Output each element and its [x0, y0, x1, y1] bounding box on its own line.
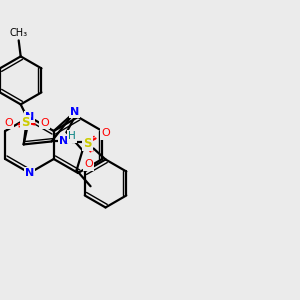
Text: S: S	[21, 116, 30, 129]
Text: S: S	[83, 137, 92, 150]
Text: O: O	[40, 118, 49, 128]
Text: N: N	[25, 112, 34, 122]
Text: CH₃: CH₃	[10, 28, 28, 38]
Text: N: N	[70, 107, 79, 117]
Text: N: N	[59, 136, 68, 146]
Text: O: O	[4, 118, 13, 128]
Text: O: O	[84, 160, 93, 170]
Text: H: H	[68, 131, 75, 142]
Text: O: O	[101, 128, 110, 139]
Text: N: N	[25, 168, 34, 178]
